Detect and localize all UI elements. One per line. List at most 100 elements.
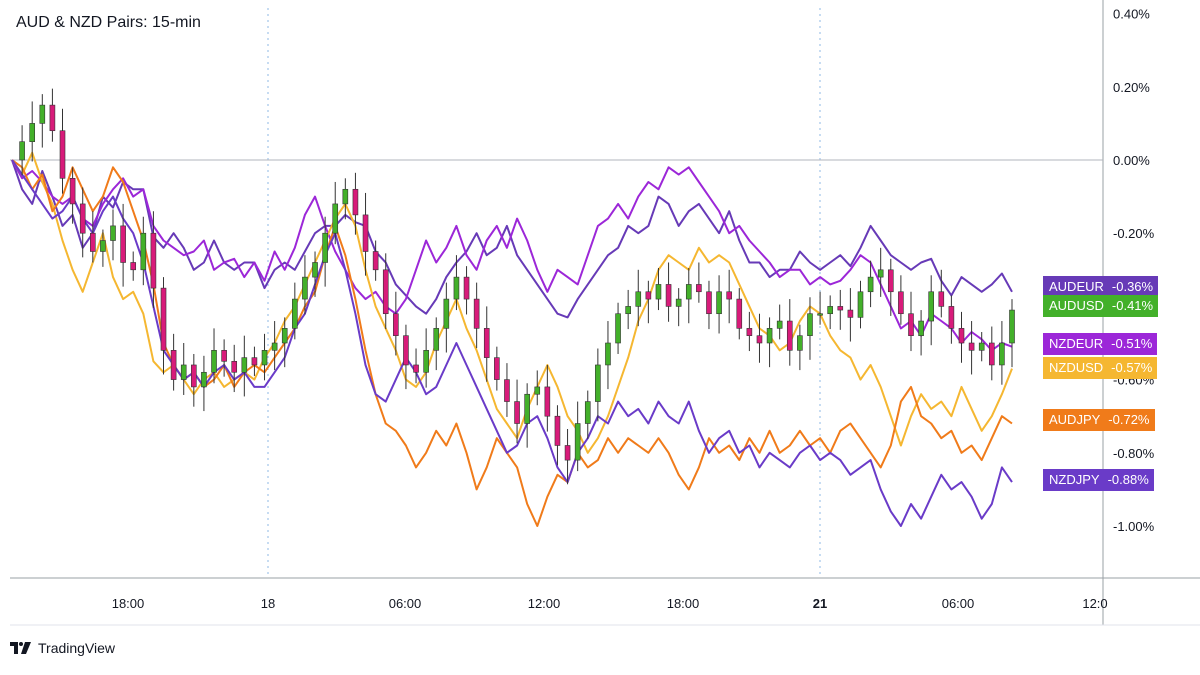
- candle-body: [110, 225, 116, 241]
- candle-body: [534, 386, 541, 395]
- candle-body: [615, 313, 621, 344]
- x-tick-label: 18:00: [667, 596, 700, 611]
- candle-body: [281, 328, 288, 344]
- candle-body: [665, 284, 672, 307]
- candle-body: [898, 291, 904, 315]
- candle-body: [403, 335, 409, 366]
- candle-body: [696, 284, 702, 293]
- candle-body: [39, 104, 46, 124]
- candle-body: [716, 291, 722, 315]
- candle-body: [382, 269, 389, 315]
- price-label-nzdusd: NZDUSD -0.57%: [1043, 357, 1158, 379]
- price-label-name: AUDUSD: [1049, 298, 1104, 313]
- candle-body: [817, 313, 823, 316]
- candle-body: [504, 379, 510, 402]
- candle-body: [978, 342, 985, 351]
- candle-body: [948, 306, 955, 329]
- candle-body: [332, 203, 339, 234]
- price-label-value: -0.72%: [1108, 412, 1150, 427]
- candle-body: [544, 386, 551, 417]
- x-tick-label: 06:00: [389, 596, 422, 611]
- candle-body: [251, 357, 258, 366]
- candle-body: [605, 342, 611, 366]
- candle-body: [514, 401, 520, 424]
- candle-body: [433, 328, 440, 351]
- candle-body: [191, 364, 197, 388]
- candle-body: [726, 291, 732, 300]
- candle-body: [645, 291, 652, 300]
- candle-body: [453, 276, 460, 300]
- candle-body: [635, 291, 642, 307]
- candle-body: [29, 123, 36, 143]
- tradingview-logo-icon: [10, 642, 31, 654]
- candle-body: [241, 357, 248, 373]
- candle-body: [79, 203, 86, 234]
- price-label-name: NZDUSD: [1049, 360, 1104, 375]
- candle-body: [463, 276, 470, 300]
- candle-body: [49, 104, 56, 132]
- candle-body: [999, 342, 1005, 366]
- price-label-value: -0.41%: [1111, 298, 1154, 313]
- candle-body: [736, 298, 743, 329]
- price-label-audusd: AUDUSD -0.41%: [1043, 295, 1159, 317]
- candle-body: [574, 423, 581, 461]
- candle-body: [494, 357, 500, 380]
- tradingview-brand[interactable]: TradingView: [10, 640, 115, 656]
- price-label-nzdeur: NZDEUR -0.51%: [1043, 333, 1158, 355]
- candle-body: [59, 130, 66, 179]
- candle-body: [362, 214, 369, 252]
- candle-body: [918, 320, 924, 336]
- candle-body: [302, 276, 308, 300]
- y-tick-label: 0.20%: [1113, 80, 1150, 95]
- price-label-value: -0.51%: [1111, 336, 1153, 351]
- price-label-audeur: AUDEUR -0.36%: [1043, 276, 1159, 298]
- price-label-name: AUDJPY: [1049, 412, 1101, 427]
- candle-body: [211, 350, 217, 373]
- candle-body: [685, 284, 692, 300]
- candle-body: [988, 342, 995, 366]
- x-tick-label: 12:0: [1082, 596, 1107, 611]
- x-tick-label: 12:00: [528, 596, 561, 611]
- candle-body: [776, 320, 783, 329]
- series-line-audeur: [11, 159, 1013, 319]
- y-tick-label: -0.20%: [1113, 226, 1155, 241]
- series-line-nzdeur: [11, 159, 1013, 352]
- candle-body: [837, 306, 844, 311]
- candle-body: [120, 225, 126, 263]
- brand-name: TradingView: [38, 640, 116, 656]
- candle-body: [170, 350, 177, 380]
- candle-body: [322, 232, 328, 263]
- price-label-value: -0.36%: [1111, 279, 1154, 294]
- x-tick-label: 18:00: [112, 596, 145, 611]
- candle-body: [766, 328, 773, 344]
- price-label-nzdjpy: NZDJPY -0.88%: [1043, 469, 1154, 491]
- candle-body: [160, 287, 167, 351]
- candle-body: [554, 415, 561, 446]
- candle-body: [847, 309, 854, 318]
- candle-body: [706, 291, 712, 315]
- candle-body: [231, 360, 238, 373]
- candle-body: [857, 291, 864, 318]
- candle-body: [473, 298, 480, 329]
- candle-body: [908, 313, 914, 336]
- candle-body: [483, 328, 490, 358]
- candle-body: [797, 335, 803, 351]
- candle-body: [746, 328, 753, 336]
- candle-body: [150, 232, 157, 289]
- candle-body: [807, 313, 813, 336]
- candle-body: [756, 335, 763, 344]
- x-tick-label: 21: [813, 596, 827, 611]
- candle-body: [372, 251, 379, 271]
- price-label-value: -0.88%: [1107, 472, 1149, 487]
- candle-body: [1009, 309, 1015, 344]
- candle-body: [877, 269, 884, 278]
- candle-body: [867, 276, 874, 293]
- candle-body: [342, 188, 349, 205]
- candle-body: [968, 342, 975, 351]
- candle-body: [564, 445, 571, 461]
- candle-body: [90, 232, 96, 252]
- candle-body: [786, 320, 793, 351]
- candle-body: [423, 350, 429, 373]
- x-tick-label: 06:00: [942, 596, 975, 611]
- candle-body: [69, 178, 76, 205]
